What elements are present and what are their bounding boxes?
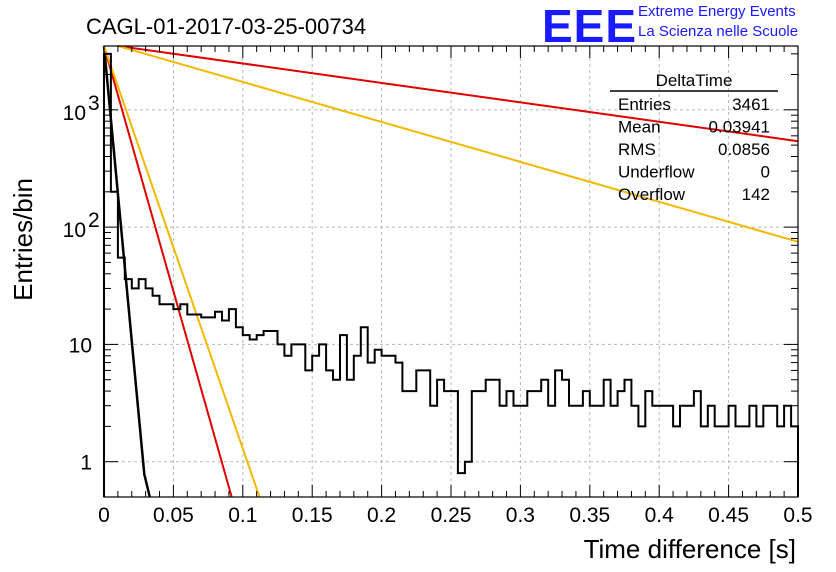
stats-box: DeltaTime Entries 3461 Mean 0.03941 RMS 0.085… bbox=[610, 71, 778, 204]
y-tick-exponent: 2 bbox=[88, 209, 100, 232]
eee-logo-line2: La Scienza nelle Scuole bbox=[638, 23, 798, 40]
x-tick-label: 0.1 bbox=[228, 504, 257, 527]
x-tick-label: 0.4 bbox=[645, 504, 675, 527]
x-tick-label: 0.45 bbox=[708, 504, 749, 527]
fit-curve bbox=[117, 45, 799, 243]
fit-curve bbox=[103, 45, 233, 498]
eee-logo-mark: EEE bbox=[542, 0, 637, 52]
stats-value: 142 bbox=[742, 185, 770, 204]
histogram-bars bbox=[103, 52, 799, 497]
y-tick-label: 10 bbox=[63, 219, 86, 242]
stats-value: 0.0856 bbox=[718, 140, 770, 159]
eee-logo: EEE Extreme Energy Events La Scienza nel… bbox=[542, 0, 798, 52]
x-tick-label: 0.15 bbox=[292, 504, 333, 527]
eee-logo-line1: Extreme Energy Events bbox=[638, 3, 796, 20]
x-tick-label: 0 bbox=[98, 504, 110, 527]
y-tick-label: 1 bbox=[80, 452, 92, 475]
y-axis-title: Entries/bin bbox=[8, 178, 38, 301]
fit-curve bbox=[117, 45, 799, 143]
stats-label: Underflow bbox=[618, 163, 695, 182]
x-tick-label: 0.05 bbox=[153, 504, 194, 527]
x-tick-label: 0.3 bbox=[506, 504, 535, 527]
y-tick-label: 10 bbox=[69, 334, 92, 357]
stats-value: 0.03941 bbox=[709, 118, 770, 137]
stats-value: 0 bbox=[761, 163, 770, 182]
axis-ticks bbox=[103, 46, 799, 497]
stats-title: DeltaTime bbox=[656, 71, 733, 90]
stats-label: RMS bbox=[618, 140, 656, 159]
fit-curve bbox=[102, 45, 152, 498]
x-tick-label: 0.2 bbox=[367, 504, 396, 527]
fit-curves bbox=[102, 45, 799, 498]
stats-label: Entries bbox=[618, 95, 671, 114]
fit-curve bbox=[103, 45, 261, 498]
stats-value: 3461 bbox=[732, 95, 770, 114]
x-tick-label: 0.5 bbox=[783, 504, 812, 527]
x-tick-label: 0.35 bbox=[569, 504, 610, 527]
chart-title: CAGL-01-2017-03-25-00734 bbox=[86, 14, 366, 39]
x-tick-labels: 0 0.05 0.1 0.15 0.2 0.25 0.3 0.35 0.4 0.45 0.5 bbox=[98, 504, 812, 527]
y-tick-exponent: 3 bbox=[88, 92, 100, 115]
x-axis-title: Time difference [s] bbox=[584, 534, 796, 564]
stats-label: Mean bbox=[618, 118, 661, 137]
y-tick-label: 10 bbox=[63, 102, 86, 125]
stats-label: Overflow bbox=[618, 185, 686, 204]
histogram-outline bbox=[103, 52, 799, 497]
x-tick-label: 0.25 bbox=[431, 504, 472, 527]
grid-lines bbox=[104, 46, 798, 497]
